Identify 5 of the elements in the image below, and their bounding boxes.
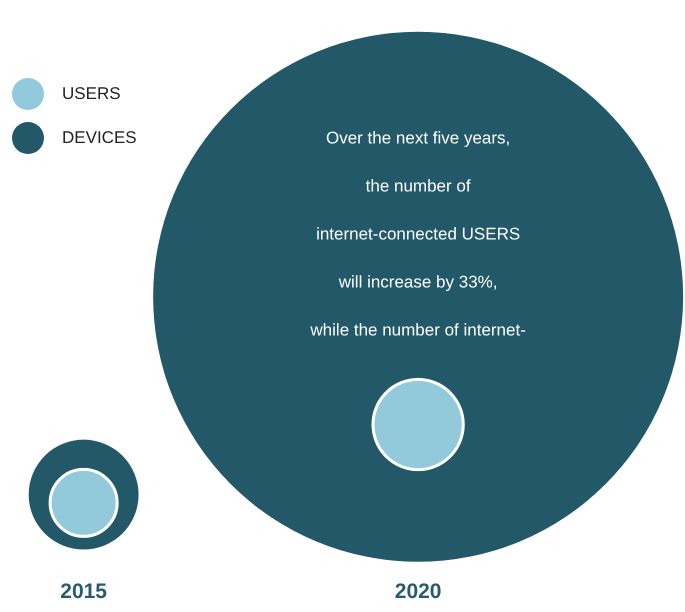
legend-label: DEVICES <box>62 128 137 148</box>
legend-label: USERS <box>62 84 121 104</box>
x-tick-label: 2015 <box>60 580 108 604</box>
text: Over the next five years, the number of internet-connected USERS will increase by 33%, while the number of internet- <box>310 128 526 340</box>
x-tick-label: 2020 <box>394 580 442 604</box>
